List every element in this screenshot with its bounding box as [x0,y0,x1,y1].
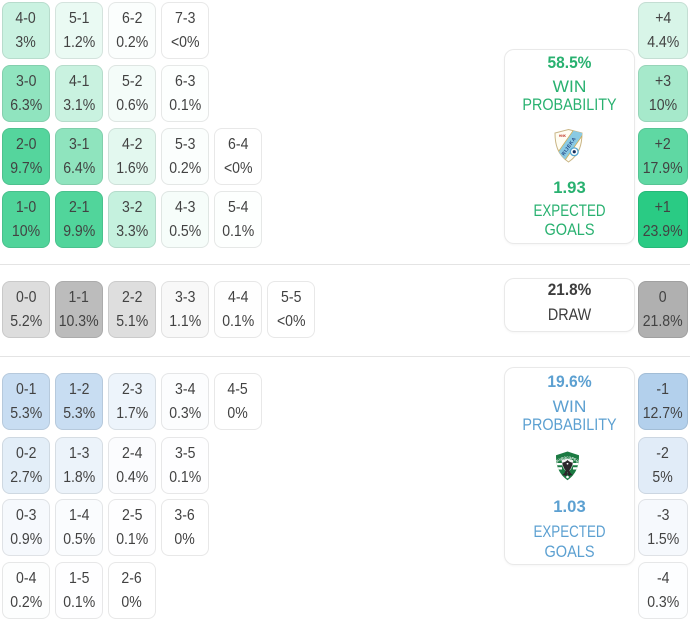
svg-text:HNK: HNK [559,134,567,138]
